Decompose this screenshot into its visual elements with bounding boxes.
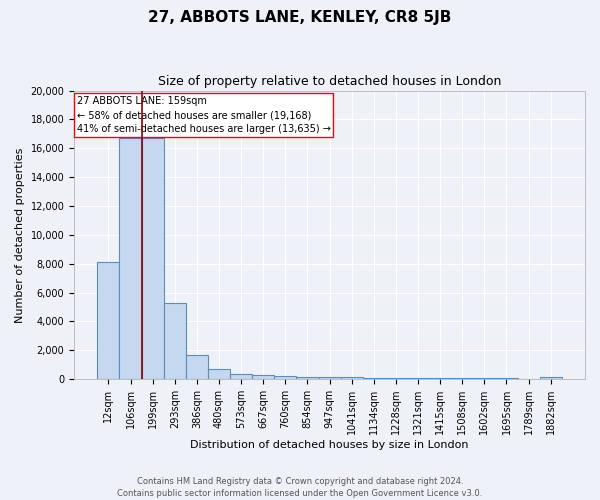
Title: Size of property relative to detached houses in London: Size of property relative to detached ho…: [158, 75, 501, 88]
Bar: [230, 374, 252, 379]
Bar: [451, 378, 473, 379]
Bar: [119, 138, 142, 379]
X-axis label: Distribution of detached houses by size in London: Distribution of detached houses by size …: [190, 440, 469, 450]
Text: 27 ABBOTS LANE: 159sqm
← 58% of detached houses are smaller (19,168)
41% of semi: 27 ABBOTS LANE: 159sqm ← 58% of detached…: [77, 96, 331, 134]
Bar: [429, 378, 451, 379]
Bar: [539, 377, 562, 379]
Text: Contains HM Land Registry data © Crown copyright and database right 2024.
Contai: Contains HM Land Registry data © Crown c…: [118, 476, 482, 498]
Bar: [97, 262, 119, 379]
Text: 27, ABBOTS LANE, KENLEY, CR8 5JB: 27, ABBOTS LANE, KENLEY, CR8 5JB: [148, 10, 452, 25]
Bar: [407, 378, 429, 379]
Bar: [186, 354, 208, 379]
Bar: [164, 302, 186, 379]
Bar: [473, 378, 496, 379]
Bar: [142, 138, 164, 379]
Bar: [208, 369, 230, 379]
Bar: [496, 378, 518, 379]
Bar: [385, 378, 407, 379]
Bar: [274, 376, 296, 379]
Bar: [319, 377, 341, 379]
Bar: [252, 375, 274, 379]
Bar: [363, 378, 385, 379]
Y-axis label: Number of detached properties: Number of detached properties: [15, 147, 25, 322]
Bar: [341, 378, 363, 379]
Bar: [518, 378, 539, 379]
Bar: [296, 376, 319, 379]
